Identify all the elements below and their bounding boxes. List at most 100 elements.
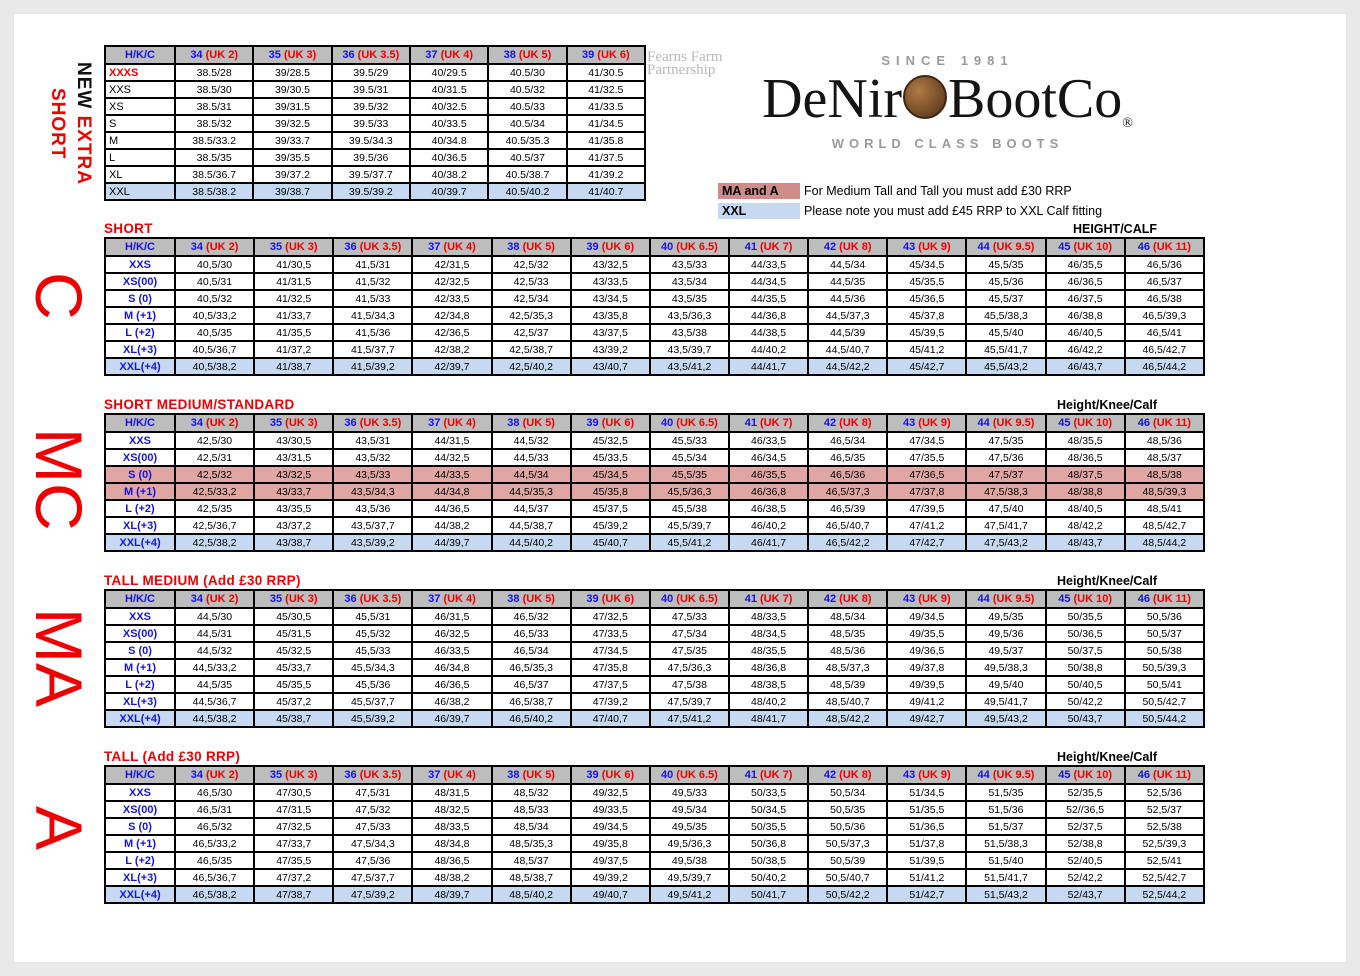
corner-header: H/K/C [104,45,176,65]
size-cell: 46,5/35,3 [490,658,572,677]
size-cell: 46,5/37,3 [807,482,889,501]
header-row: H/K/C 34 (UK 2) 35 (UK 3) 36 (UK 3.5) 37 (UK… [104,589,1206,609]
size-cell: 48,5/41 [1123,499,1206,518]
size-cell: 38.5/28 [173,63,255,82]
size-row: XS(00) 42,5/31 43/31,5 43,5/32 44/32,5 44,5/3… [104,448,1206,467]
size-row: XXS 38.5/30 39/30.5 39.5/31 40/31.5 40.5/32 41… [104,80,647,99]
size-cell: 40.5/30 [487,63,568,82]
size-cell: 46/33,5 [411,641,493,660]
size-cell: 46/34,8 [411,658,493,677]
size-cell: 46/35,5 [727,465,810,484]
size-cell: 40,5/32 [173,289,256,308]
size-row: XS(00) 46,5/31 47/31,5 47,5/32 48/32,5 48,5/3… [104,800,1206,819]
size-cell: 48/32,5 [411,800,493,819]
size-cell: 45,5/36 [332,675,414,694]
size-cell: 40,5/33,2 [173,306,256,325]
section-short-medium: SHORT MEDIUM/STANDARD Height/Knee/Calf H… [104,396,1206,552]
size-cell: 46/41,7 [727,533,810,552]
corner-header: H/K/C [104,237,176,257]
row-label: XL(+3) [104,692,176,711]
row-label: M (+1) [104,834,176,853]
row-label: S (0) [104,465,176,484]
row-label: XXS [104,607,176,626]
short-medium-size-table: H/K/C 34 (UK 2) 35 (UK 3) 36 (UK 3.5) 37 (UK… [104,413,1206,552]
row-label: XXL [104,182,176,201]
size-cell: 43/34,5 [569,289,651,308]
size-cell: 45/30,5 [253,607,335,626]
size-cell: 45,5/34 [648,448,730,467]
row-label: M (+1) [104,306,176,325]
size-cell: 50,5/44,2 [1123,709,1206,728]
size-cell: 48/38,8 [1044,482,1126,501]
size-cell: 49/32,5 [569,783,651,802]
size-cell: 39.5/36 [330,148,411,167]
column-header: 40 (UK 6.5) [648,237,730,257]
size-cell: 46/42,2 [1044,340,1126,359]
column-header: 46 (UK 11) [1123,413,1206,433]
size-cell: 41,5/39,2 [332,357,414,376]
size-row: XXL 38.5/38.2 39/38.7 39.5/39.2 40/39.7 40.5/… [104,182,647,201]
size-cell: 49/37,8 [886,658,968,677]
size-cell: 48/39,7 [411,885,493,904]
size-cell: 46/31,5 [411,607,493,626]
size-cell: 38.5/33.2 [173,131,255,150]
size-cell: 44,5/35 [173,675,256,694]
size-cell: 47/35,8 [569,658,651,677]
size-cell: 46/33,5 [727,431,810,450]
size-cell: 43/40,7 [569,357,651,376]
size-cell: 40,5/30 [173,255,256,274]
size-cell: 46,5/31 [173,800,256,819]
size-cell: 41/30,5 [253,255,335,274]
size-cell: 51/42,7 [886,885,968,904]
size-cell: 46/38,8 [1044,306,1126,325]
size-cell: 48,5/35 [807,624,889,643]
size-cell: 47/34,5 [569,641,651,660]
section-tall: TALL (Add £30 RRP) Height/Knee/Calf H/K/… [104,748,1206,904]
column-header: 45 (UK 10) [1044,589,1126,609]
size-cell: 45,5/41,2 [648,533,730,552]
size-cell: 39/30.5 [252,80,333,99]
size-cell: 46/40,5 [1044,323,1126,342]
size-cell: 49/33,5 [569,800,651,819]
size-cell: 43,5/32 [332,448,414,467]
column-header: 38 (UK 5) [490,765,572,785]
size-cell: 39.5/31 [330,80,411,99]
size-cell: 45/41,2 [886,340,968,359]
brand-tagline: WORLD CLASS BOOTS [831,135,1064,151]
size-cell: 50/43,7 [1044,709,1126,728]
size-cell: 50/42,2 [1044,692,1126,711]
size-row: XXS 46,5/30 47/30,5 47,5/31 48/31,5 48,5/32 49… [104,783,1206,802]
size-cell: 45/32,5 [253,641,335,660]
row-label: M (+1) [104,658,176,677]
size-cell: 46,5/40,2 [490,709,572,728]
size-cell: 43/32,5 [253,465,335,484]
size-cell: 45,5/39,2 [332,709,414,728]
column-header: 43 (UK 9) [886,237,968,257]
column-header: 41 (UK 7) [727,589,810,609]
size-cell: 47/41,2 [886,516,968,535]
logo-block: Fearns Farm Partnership SINCE 1981 DeNir… [645,45,1345,235]
size-cell: 45,5/34,3 [332,658,414,677]
row-label: L [104,148,176,167]
size-cell: 48,5/34 [807,607,889,626]
size-cell: 50,5/35 [807,800,889,819]
size-cell: 39/35.5 [252,148,333,167]
tall-size-table: H/K/C 34 (UK 2) 35 (UK 3) 36 (UK 3.5) 37 (UK… [104,765,1206,904]
size-cell: 48/38,5 [727,675,810,694]
size-cell: 41/32,5 [253,289,335,308]
size-cell: 39/33.7 [252,131,333,150]
size-cell: 45,5/40 [965,323,1047,342]
size-cell: 45/33,5 [569,448,651,467]
size-cell: 45/39,5 [886,323,968,342]
size-cell: 47,5/31 [332,783,414,802]
size-cell: 45/38,7 [253,709,335,728]
size-cell: 52,5/37 [1123,800,1206,819]
column-header: 36 (UK 3.5) [330,45,411,65]
column-header: 41 (UK 7) [727,413,810,433]
size-cell: 44,5/40,2 [490,533,572,552]
size-cell: 51/35,5 [886,800,968,819]
size-cell: 40,5/31 [173,272,256,291]
corner-header: H/K/C [104,589,176,609]
row-label: XS(00) [104,800,176,819]
size-cell: 48,5/34 [490,817,572,836]
